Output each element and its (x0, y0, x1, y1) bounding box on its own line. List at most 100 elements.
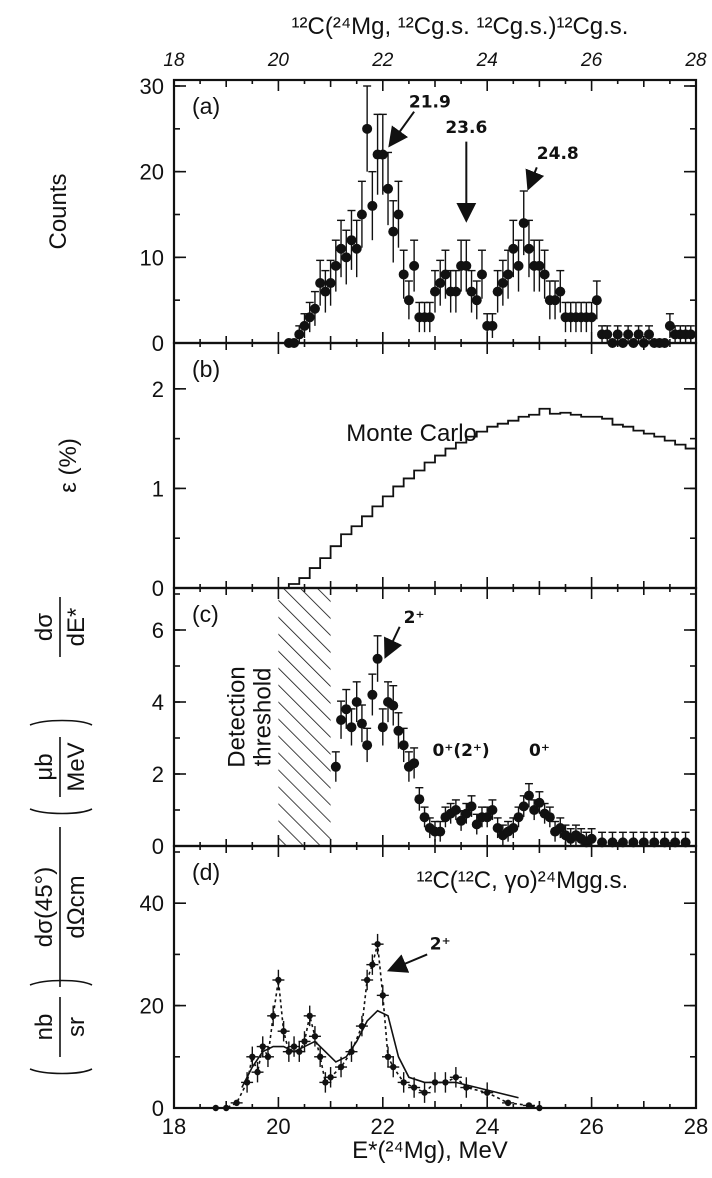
x-tick-label: 22 (371, 1114, 395, 1139)
data-point (450, 286, 461, 297)
annotation-arrow (384, 626, 403, 659)
top-tick-label: 18 (163, 50, 185, 71)
y-tick-label: 2 (152, 762, 164, 787)
paren-right (29, 719, 93, 726)
top-title: ¹²C(²⁴Mg, ¹²Cg.s. ¹²Cg.s.)¹²Cg.s. (292, 13, 629, 40)
top-tick-label: 20 (267, 50, 290, 71)
top-tick-label: 24 (476, 50, 498, 71)
data-point (534, 260, 545, 271)
y-tick-label: 0 (152, 576, 164, 601)
data-point (356, 718, 367, 729)
data-point (409, 758, 420, 769)
x-tick-label: 24 (475, 1114, 499, 1139)
paren-right (29, 979, 93, 986)
smooth-curve (241, 1009, 519, 1099)
panel-label: (b) (192, 356, 220, 382)
y-tick-label: 20 (140, 994, 164, 1019)
plot-frame (172, 341, 698, 590)
data-point (586, 312, 597, 323)
threshold-text: Detection threshold (223, 666, 276, 767)
data-point (591, 295, 602, 306)
data-point (388, 226, 399, 237)
data-point (388, 700, 399, 711)
annotation-21.9: 21.9 (409, 92, 451, 112)
data-point (309, 303, 320, 314)
data-point (322, 1079, 329, 1086)
data-point (476, 269, 487, 280)
data-point (304, 312, 315, 323)
data-point (259, 1043, 266, 1050)
data-point (212, 1104, 219, 1112)
data-point (539, 269, 550, 280)
y-tick-label: 6 (152, 618, 164, 643)
data-point (461, 808, 472, 819)
data-point (497, 278, 508, 289)
y-tick-label: 0 (152, 1096, 164, 1121)
panel-label: (a) (192, 93, 220, 119)
data-point (602, 329, 613, 340)
data-point (518, 801, 529, 812)
bottom-tick-labels: 18 20 22 24 26 28 (162, 1114, 708, 1139)
data-point (306, 1012, 313, 1020)
data-point (461, 260, 472, 271)
data-point (529, 805, 540, 815)
data-point (330, 260, 341, 271)
data-point (393, 209, 404, 220)
data-point (612, 329, 623, 340)
data-point (492, 286, 503, 297)
data-point (280, 1028, 287, 1035)
data-point (508, 243, 519, 254)
data-point (398, 269, 409, 280)
data-point (337, 1063, 345, 1071)
data-point (452, 1074, 460, 1081)
data-point (341, 704, 352, 715)
data-point (550, 295, 561, 306)
data-point (269, 1012, 277, 1020)
y-tick-label: 10 (140, 245, 164, 270)
data-series (283, 85, 696, 348)
monte-carlo-step-line (278, 407, 697, 589)
data-point (508, 823, 519, 833)
annotation-2plus: 2⁺ (404, 608, 425, 628)
data-point (555, 286, 566, 297)
data-point (409, 260, 420, 271)
top-tick-label: 26 (580, 50, 603, 71)
data-point (362, 740, 373, 751)
data-point (264, 1053, 272, 1061)
data-dotted-line (215, 943, 540, 1109)
panel-d: 0 20 40 (d) dσ(45°) dΩcm nb sr ¹²C(¹²C, γo)²⁴Mgg… (29, 827, 698, 1121)
y-tick-label: 40 (140, 891, 164, 916)
x-tick-label: 28 (684, 1114, 708, 1139)
x-tick-label: 26 (579, 1114, 603, 1139)
y-axis-label-denominator: dΩcm (63, 875, 90, 938)
data-point (421, 1089, 428, 1096)
y-tick-label: 0 (152, 331, 164, 356)
data-point (466, 801, 477, 812)
data-point (275, 976, 282, 984)
y-axis-label-denominator: dE* (63, 608, 90, 647)
data-point (664, 320, 675, 331)
data-point (367, 200, 378, 211)
data-point (471, 295, 482, 306)
y-axis-unit-denominator: sr (63, 1017, 90, 1037)
data-point (301, 1038, 308, 1045)
data-point (325, 278, 336, 289)
annotation-arrow (386, 953, 428, 973)
data-point (249, 1053, 256, 1061)
data-point (644, 329, 655, 340)
data-point (223, 1104, 230, 1112)
data-point (327, 1074, 334, 1081)
data-point (374, 940, 381, 948)
data-point (471, 819, 482, 830)
x-tick-label: 20 (266, 1114, 290, 1139)
y-axis-unit-numerator: nb (31, 1014, 58, 1041)
data-point (523, 243, 534, 254)
threshold-text-line2: threshold (249, 668, 276, 767)
data-point (398, 740, 409, 751)
data-point (351, 243, 362, 254)
y-axis-label-numerator: dσ (31, 613, 58, 641)
data-point (482, 812, 493, 823)
x-axis-label: E*(²⁴Mg), MeV (352, 1137, 508, 1164)
data-point (341, 252, 352, 263)
